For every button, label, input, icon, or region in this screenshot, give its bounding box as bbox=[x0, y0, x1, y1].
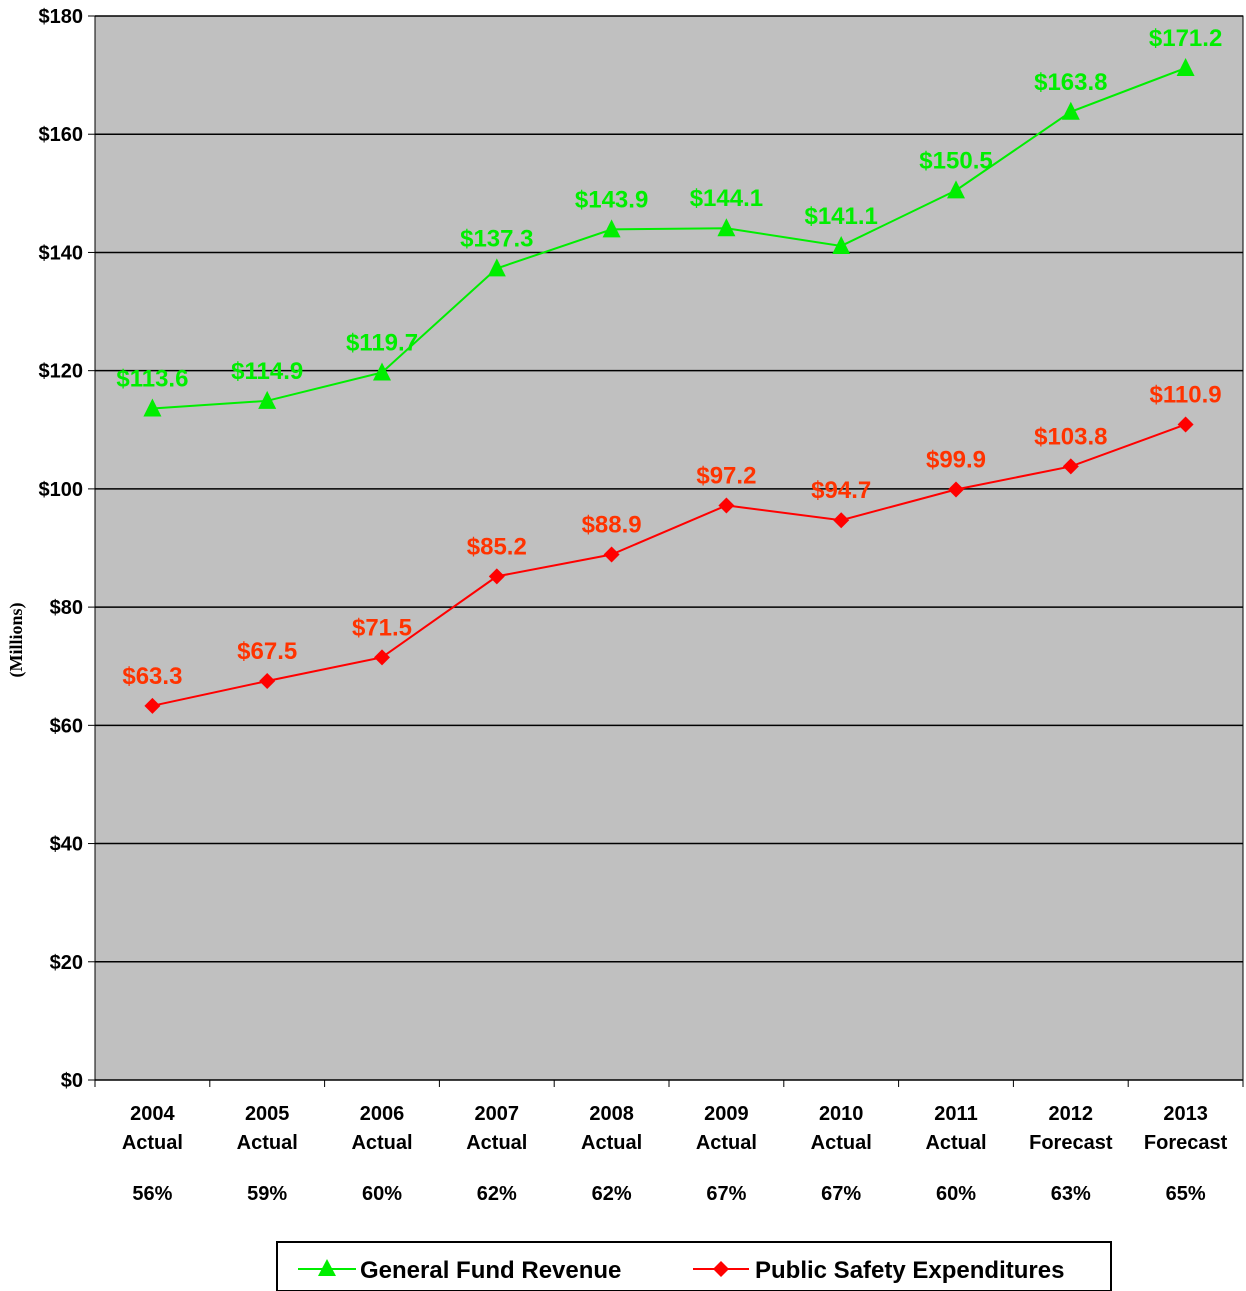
data-label-public-safety: $97.2 bbox=[696, 462, 756, 489]
y-tick-label: $160 bbox=[39, 124, 84, 146]
data-point-public-safety bbox=[1177, 416, 1194, 433]
legend-marker-general-fund bbox=[318, 1259, 336, 1276]
x-tick-label-year: 2004 bbox=[130, 1103, 175, 1125]
data-point-public-safety bbox=[1062, 458, 1079, 475]
data-point-general-fund bbox=[1061, 101, 1080, 120]
data-label-general-fund: $119.7 bbox=[346, 329, 418, 356]
legend-box bbox=[276, 1241, 1112, 1291]
x-tick-label-status: Forecast bbox=[1144, 1132, 1228, 1154]
data-label-public-safety: $94.7 bbox=[811, 477, 871, 504]
data-point-general-fund bbox=[832, 235, 851, 254]
data-point-public-safety bbox=[948, 481, 964, 498]
x-tick-label-year: 2007 bbox=[475, 1103, 520, 1125]
data-label-public-safety: $110.9 bbox=[1150, 381, 1222, 408]
data-point-public-safety bbox=[833, 512, 850, 529]
y-tick-label: $0 bbox=[61, 1070, 83, 1092]
x-tick-label-percent: 65% bbox=[1166, 1183, 1206, 1205]
series-line-general-fund bbox=[152, 67, 1186, 410]
gridlines bbox=[95, 15, 1243, 963]
x-tick-label-percent: 62% bbox=[592, 1183, 632, 1205]
x-tick-label-percent: 67% bbox=[706, 1183, 746, 1205]
x-tick-label-percent: 56% bbox=[132, 1183, 172, 1205]
y-tick-label: $80 bbox=[50, 597, 83, 619]
data-label-public-safety: $85.2 bbox=[467, 533, 527, 560]
x-tick-label-year: 2010 bbox=[819, 1103, 864, 1125]
y-axis: $0 $20 $40 $60 $80 $100 $120 $140 $160 $180 bbox=[39, 6, 95, 1092]
data-point-general-fund bbox=[947, 180, 965, 199]
data-label-general-fund: $143.9 bbox=[575, 186, 648, 213]
plot-area bbox=[94, 15, 1244, 1081]
series-layer bbox=[143, 58, 1195, 714]
data-point-general-fund bbox=[602, 219, 621, 238]
data-point-general-fund bbox=[487, 258, 506, 277]
data-label-public-safety: $103.8 bbox=[1034, 423, 1107, 450]
x-tick-label-status: Forecast bbox=[1029, 1132, 1113, 1154]
y-tick-label: $60 bbox=[50, 715, 83, 737]
data-point-general-fund bbox=[143, 398, 162, 417]
y-tick-label: $140 bbox=[39, 242, 84, 264]
data-label-public-safety: $88.9 bbox=[582, 512, 642, 539]
x-tick-label-percent: 67% bbox=[821, 1183, 861, 1205]
series-line-public-safety bbox=[152, 423, 1186, 707]
y-tick-label: $120 bbox=[39, 361, 84, 383]
y-tick-label: $180 bbox=[39, 6, 84, 28]
x-tick-label-status: Actual bbox=[351, 1132, 412, 1154]
x-tick-label-status: Actual bbox=[466, 1132, 527, 1154]
x-tick-label-year: 2011 bbox=[934, 1103, 977, 1125]
x-tick-label-percent: 59% bbox=[247, 1183, 287, 1205]
x-tick-label-year: 2005 bbox=[245, 1103, 290, 1125]
data-label-general-fund: $163.8 bbox=[1034, 69, 1107, 96]
data-label-general-fund: $114.9 bbox=[231, 358, 303, 385]
data-point-general-fund bbox=[717, 218, 736, 237]
x-axis: 2004 Actual 56% 2005 Actual 59% 2006 Actual 60% 2… bbox=[94, 1079, 1244, 1205]
x-tick-label-year: 2009 bbox=[704, 1103, 749, 1125]
x-tick-label-percent: 60% bbox=[936, 1183, 976, 1205]
data-point-public-safety bbox=[488, 568, 505, 585]
data-point-public-safety bbox=[144, 697, 161, 714]
legend-marker-public-safety bbox=[713, 1261, 729, 1277]
x-tick-label-status: Actual bbox=[925, 1132, 986, 1154]
data-point-general-fund bbox=[258, 390, 277, 409]
x-tick-label-year: 2012 bbox=[1049, 1103, 1094, 1125]
x-tick-label-status: Actual bbox=[581, 1132, 642, 1154]
data-point-general-fund bbox=[1176, 58, 1195, 77]
legend-label-general-fund: General Fund Revenue bbox=[360, 1257, 621, 1284]
data-labels: $113.6 $114.9 $119.7 $137.3 $143.9 $144.1 $141… bbox=[116, 25, 1222, 690]
y-tick-label: $100 bbox=[39, 479, 84, 501]
data-point-public-safety bbox=[374, 649, 390, 666]
x-tick-label-status: Actual bbox=[122, 1132, 183, 1154]
x-tick-label-percent: 63% bbox=[1051, 1183, 1091, 1205]
x-tick-label-status: Actual bbox=[696, 1132, 757, 1154]
data-point-public-safety bbox=[259, 673, 276, 689]
x-tick-label-percent: 62% bbox=[477, 1183, 517, 1205]
x-tick-label-year: 2006 bbox=[360, 1103, 405, 1125]
y-tick-label: $40 bbox=[50, 834, 83, 856]
x-tick-label-status: Actual bbox=[811, 1132, 872, 1154]
x-tick-label-percent: 60% bbox=[362, 1183, 402, 1205]
data-point-public-safety bbox=[603, 546, 620, 563]
data-label-general-fund: $171.2 bbox=[1149, 25, 1222, 52]
data-label-public-safety: $63.3 bbox=[122, 663, 182, 690]
data-label-general-fund: $144.1 bbox=[690, 185, 763, 212]
data-label-general-fund: $150.5 bbox=[919, 147, 992, 174]
data-label-public-safety: $67.5 bbox=[237, 638, 297, 665]
data-label-public-safety: $71.5 bbox=[352, 614, 412, 641]
y-tick-label: $20 bbox=[50, 952, 83, 974]
data-point-public-safety bbox=[718, 497, 735, 514]
legend: General Fund Revenue Public Safety Expen… bbox=[276, 1241, 1112, 1291]
legend-label-public-safety: Public Safety Expenditures bbox=[755, 1257, 1064, 1284]
x-tick-label-year: 2008 bbox=[589, 1103, 634, 1125]
x-tick-label-year: 2013 bbox=[1163, 1103, 1208, 1125]
data-label-general-fund: $137.3 bbox=[460, 225, 533, 252]
data-label-general-fund: $113.6 bbox=[116, 365, 188, 392]
data-point-general-fund bbox=[373, 362, 391, 381]
x-tick-label-status: Actual bbox=[237, 1132, 298, 1154]
data-label-public-safety: $99.9 bbox=[926, 446, 986, 473]
data-label-general-fund: $141.1 bbox=[804, 203, 877, 230]
y-axis-label: (Millions) bbox=[6, 602, 27, 677]
